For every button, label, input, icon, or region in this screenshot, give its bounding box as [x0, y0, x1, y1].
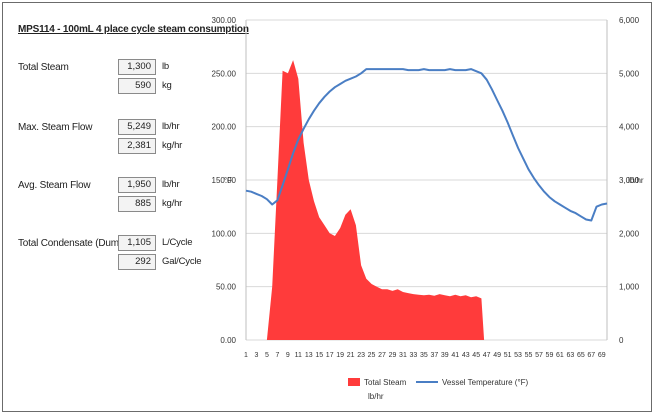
metric-unit: lb/hr	[162, 121, 180, 132]
x-tick-label: 35	[420, 352, 428, 359]
y-left-tick-label: 150.00	[212, 176, 237, 185]
x-tick-label: 67	[587, 352, 595, 359]
metric-label-avg-steam-flow: Avg. Steam Flow	[18, 180, 91, 191]
y-left-axis-label: °F	[224, 176, 232, 185]
metric-unit: kg	[162, 80, 172, 91]
metric-label-total-steam: Total Steam	[18, 62, 69, 73]
total-steam-area	[266, 60, 485, 340]
x-tick-label: 27	[378, 352, 386, 359]
legend-label-vessel-temperature: Vessel Temperature (°F)	[442, 378, 529, 387]
x-tick-label: 59	[546, 352, 554, 359]
x-tick-label: 55	[525, 352, 533, 359]
metric-value-total-steam-kg: 590	[118, 78, 156, 94]
y-right-tick-label: 4,000	[619, 123, 640, 132]
metric-value-condensate-l: 1,105	[118, 235, 156, 251]
metric-value-max-flow-lbhr: 5,249	[118, 119, 156, 135]
x-tick-label: 1	[244, 352, 248, 359]
x-tick-label: 5	[265, 352, 269, 359]
x-tick-label: 47	[483, 352, 491, 359]
y-right-tick-label: 5,000	[619, 69, 640, 78]
right-axis-ticks: 0 1,000 2,000 3,000 4,000 5,000 6,000	[619, 16, 640, 345]
metric-label-total-condensate: Total Condensate (Dumps)	[18, 238, 133, 249]
x-tick-label: 21	[347, 352, 355, 359]
metric-unit: L/Cycle	[162, 237, 193, 248]
x-tick-label: 13	[305, 352, 313, 359]
x-tick-label: 53	[514, 352, 522, 359]
metric-unit: Gal/Cycle	[162, 256, 202, 267]
legend-label-total-steam: Total Steam	[364, 378, 407, 387]
x-tick-label: 57	[535, 352, 543, 359]
y-right-tick-label: 3,000	[619, 176, 640, 185]
y-right-axis-label: lb/hr	[628, 176, 644, 185]
x-tick-label: 33	[410, 352, 418, 359]
x-tick-label: 19	[336, 352, 344, 359]
x-tick-label: 39	[441, 352, 449, 359]
x-tick-label: 31	[399, 352, 407, 359]
metric-value-avg-flow-lbhr: 1,950	[118, 177, 156, 193]
legend-sublabel-total-steam: lb/hr	[368, 392, 384, 401]
y-right-tick-label: 1,000	[619, 283, 640, 292]
y-right-tick-label: 0	[619, 336, 624, 345]
metric-value-avg-flow-kghr: 885	[118, 196, 156, 212]
x-tick-label: 65	[577, 352, 585, 359]
x-tick-label: 51	[504, 352, 512, 359]
x-axis-ticks: 1 3 5 7 9 11 13 15 17 19 21 23 25 27 29 31 33 35 37 39 41 43 4…	[244, 352, 606, 359]
x-tick-label: 25	[368, 352, 376, 359]
y-left-tick-label: 300.00	[212, 16, 237, 25]
y-left-tick-label: 50.00	[216, 283, 237, 292]
x-tick-label: 3	[255, 352, 259, 359]
y-left-tick-label: 100.00	[212, 229, 237, 238]
x-tick-label: 9	[286, 352, 290, 359]
y-left-tick-label: 200.00	[212, 123, 237, 132]
x-tick-label: 37	[430, 352, 438, 359]
x-tick-label: 15	[315, 352, 323, 359]
y-left-tick-label: 250.00	[212, 69, 237, 78]
x-tick-label: 41	[451, 352, 459, 359]
y-left-tick-label: 0.00	[220, 336, 236, 345]
legend: Total Steam lb/hr Vessel Temperature (°F…	[348, 378, 529, 401]
y-right-tick-label: 2,000	[619, 229, 640, 238]
metric-unit: lb/hr	[162, 179, 180, 190]
y-right-tick-label: 6,000	[619, 16, 640, 25]
x-tick-label: 49	[493, 352, 501, 359]
total-steam-area-layer	[266, 60, 485, 340]
legend-swatch-total-steam	[348, 378, 360, 386]
temperature-line-layer	[245, 68, 608, 222]
page-title: MPS114 - 100mL 4 place cycle steam consu…	[18, 24, 249, 35]
metric-unit: kg/hr	[162, 198, 183, 209]
x-tick-label: 7	[275, 352, 279, 359]
metric-unit: lb	[162, 61, 169, 72]
x-tick-label: 17	[326, 352, 334, 359]
metric-unit: kg/hr	[162, 140, 183, 151]
chart-frame	[2, 2, 652, 412]
x-tick-label: 23	[357, 352, 365, 359]
vessel-temperature-line	[245, 68, 608, 222]
metric-label-max-steam-flow: Max. Steam Flow	[18, 122, 93, 133]
metric-value-condensate-gal: 292	[118, 254, 156, 270]
x-tick-label: 63	[566, 352, 574, 359]
x-tick-label: 69	[598, 352, 606, 359]
left-axis-ticks: 0.00 50.00 100.00 150.00 200.00 250.00 300.00	[212, 16, 237, 345]
x-tick-label: 11	[295, 352, 302, 359]
metric-value-total-steam-lb: 1,300	[118, 59, 156, 75]
x-tick-label: 45	[472, 352, 480, 359]
x-tick-label: 61	[556, 352, 564, 359]
metric-value-max-flow-kghr: 2,381	[118, 138, 156, 154]
x-tick-label: 29	[389, 352, 397, 359]
x-tick-label: 43	[462, 352, 470, 359]
